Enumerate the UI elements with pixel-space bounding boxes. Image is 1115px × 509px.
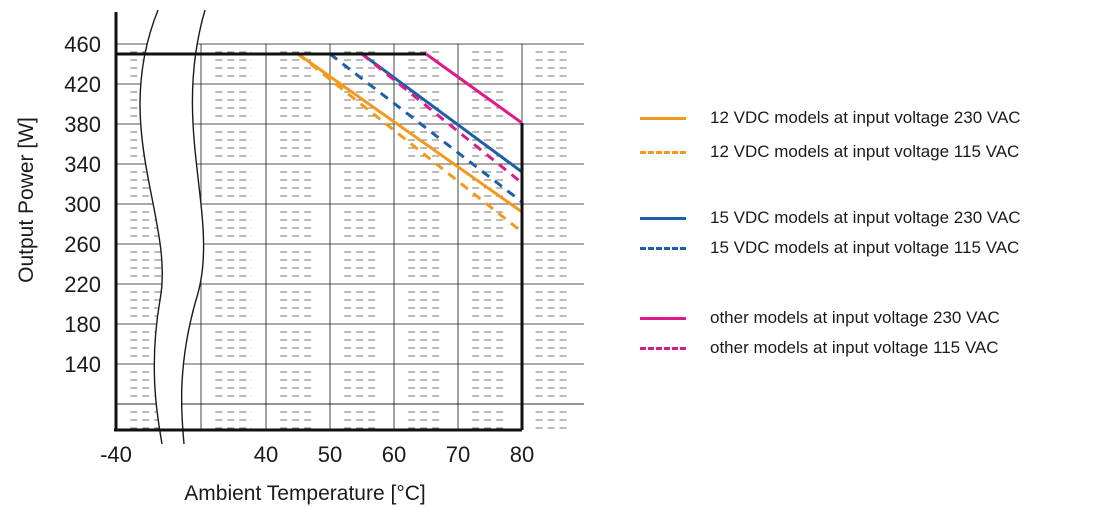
y-tick-label: 260 <box>64 232 101 257</box>
x-tick-label: -40 <box>100 442 132 467</box>
x-tick-labels: -40 40 50 60 70 80 <box>100 442 534 467</box>
y-tick-label: 180 <box>64 312 101 337</box>
legend-swatch <box>640 117 686 120</box>
legend-label: other models at input voltage 115 VAC <box>710 338 999 357</box>
y-tick-label: 220 <box>64 272 101 297</box>
axis-break-band <box>140 10 205 444</box>
axis-break <box>139 9 206 445</box>
series-line-5 <box>425 52 523 125</box>
x-axis-title: Ambient Temperature [°C] <box>184 482 425 505</box>
y-axis-title: Output Power [W] <box>15 117 38 283</box>
legend-swatch <box>640 317 686 320</box>
x-tick-label: 50 <box>318 442 342 467</box>
legend-swatch <box>640 151 686 154</box>
legend-label: 15 VDC models at input voltage 230 VAC <box>710 208 1021 227</box>
x-tick-label: 70 <box>446 442 470 467</box>
legend-label: 15 VDC models at input voltage 115 VAC <box>710 238 1020 257</box>
x-tick-label: 80 <box>510 442 534 467</box>
legend-label: 12 VDC models at input voltage 115 VAC <box>710 142 1020 161</box>
y-tick-label: 300 <box>64 192 101 217</box>
y-tick-labels: 140 180 220 260 300 340 380 420 460 <box>64 32 101 377</box>
series-line-6 <box>361 52 523 185</box>
x-tick-label: 60 <box>382 442 406 467</box>
series-line-1 <box>297 52 523 214</box>
x-tick-label: 40 <box>254 442 278 467</box>
y-tick-label: 380 <box>64 112 101 137</box>
legend-swatch <box>640 347 686 350</box>
legend-label: 12 VDC models at input voltage 230 VAC <box>710 108 1021 127</box>
series-line-4 <box>329 52 523 204</box>
y-tick-label: 460 <box>64 32 101 57</box>
y-tick-label: 420 <box>64 72 101 97</box>
series-lines <box>297 52 523 234</box>
y-tick-label: 340 <box>64 152 101 177</box>
legend-swatch <box>640 247 686 250</box>
legend-label: other models at input voltage 230 VAC <box>710 308 1000 327</box>
axis-break-curve-left <box>139 9 164 445</box>
y-tick-label: 140 <box>64 352 101 377</box>
axes-frame <box>114 12 524 432</box>
axis-break-curve-right <box>180 9 206 445</box>
series-line-2 <box>297 52 523 234</box>
legend-swatch <box>640 217 686 220</box>
